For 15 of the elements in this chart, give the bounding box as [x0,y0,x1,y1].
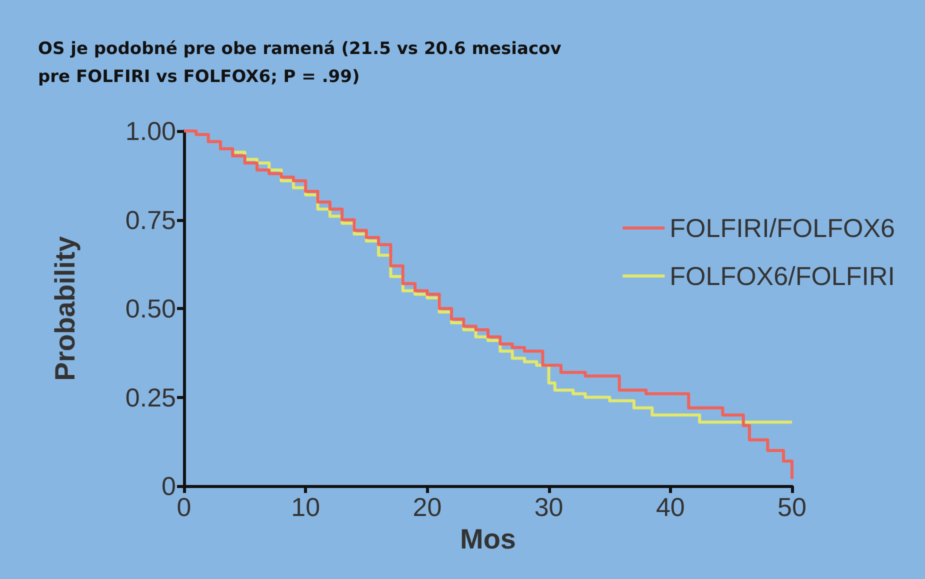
y-tick-label: 0 [162,471,176,501]
y-axis-title: Probability [50,236,80,381]
y-tick-label: 1.00 [125,116,176,146]
x-tick-label: 20 [412,492,442,522]
y-tick-label: 0.25 [125,382,176,412]
x-tick-label: 50 [778,492,806,522]
x-tick-label: 40 [656,492,685,522]
x-tick-label: 10 [291,492,320,522]
chart-title: OS je podobné pre obe ramená (21.5 vs 20.6 mesiacov pre FOLFIRI vs FOLFOX6; P = .99) [38,39,562,87]
x-tick-label: 30 [534,492,564,522]
legend-label: FOLFOX6/FOLFIRI [670,261,896,291]
legend-label: FOLFIRI/FOLFOX6 [670,213,896,243]
y-tick-label: 0.75 [125,204,176,235]
y-tick-label: 0.50 [125,294,176,324]
x-axis-title: Mos [460,523,516,554]
